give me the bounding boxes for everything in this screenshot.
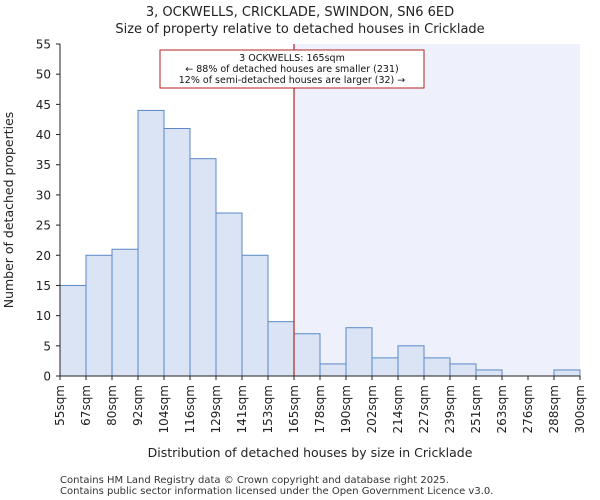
y-tick-label: 30	[36, 188, 51, 202]
bar	[215, 212, 243, 377]
bar	[345, 327, 373, 377]
y-tick-label: 50	[36, 68, 51, 82]
x-tick-label: 300sqm	[573, 385, 587, 433]
bar	[319, 363, 347, 377]
bar	[449, 363, 477, 377]
bar	[267, 321, 295, 377]
x-tick-label: 67sqm	[79, 385, 93, 426]
x-tick-label: 202sqm	[365, 385, 379, 433]
y-tick-label: 10	[36, 309, 51, 323]
x-tick-label: 165sqm	[287, 385, 301, 433]
x-tick-label: 104sqm	[157, 385, 171, 433]
annotation-line-1: 3 OCKWELLS: 165sqm	[239, 53, 345, 64]
y-tick-label: 25	[36, 219, 51, 233]
x-tick-label: 129sqm	[209, 385, 223, 433]
bar	[397, 345, 425, 377]
bar	[371, 357, 399, 377]
x-axis-label: Distribution of detached houses by size …	[148, 445, 473, 460]
x-tick-label: 251sqm	[469, 385, 483, 433]
chart-subtitle: Size of property relative to detached ho…	[115, 22, 484, 37]
y-tick-label: 45	[36, 98, 51, 112]
x-tick-label: 288sqm	[547, 385, 561, 433]
y-tick-label: 15	[36, 279, 51, 293]
x-tick-label: 227sqm	[417, 385, 431, 433]
annotation-line-3: 12% of semi-detached houses are larger (…	[179, 75, 406, 86]
bar	[85, 254, 113, 377]
annotation-line-2: ← 88% of detached houses are smaller (23…	[185, 64, 398, 75]
bar	[423, 357, 451, 377]
y-tick-label: 40	[36, 128, 51, 142]
x-tick-label: 141sqm	[235, 385, 249, 433]
bar	[163, 128, 191, 377]
bar	[137, 109, 165, 377]
y-tick-label: 35	[36, 158, 51, 172]
x-tick-label: 190sqm	[339, 385, 353, 433]
y-tick-label: 20	[36, 249, 51, 263]
x-tick-label: 239sqm	[443, 385, 457, 433]
larger-region-shade	[294, 44, 580, 376]
y-tick-label: 5	[43, 339, 51, 353]
x-tick-label: 178sqm	[313, 385, 327, 433]
bar	[553, 369, 581, 377]
x-tick-label: 276sqm	[521, 385, 535, 433]
x-tick-label: 214sqm	[391, 385, 405, 433]
bar	[241, 254, 269, 377]
x-tick-label: 263sqm	[495, 385, 509, 433]
bar	[111, 248, 139, 377]
x-tick-label: 153sqm	[261, 385, 275, 433]
bar	[475, 369, 503, 377]
annotation-box	[159, 49, 425, 89]
y-tick-label: 0	[43, 370, 51, 384]
x-tick-label: 80sqm	[105, 385, 119, 426]
x-tick-label: 116sqm	[183, 385, 197, 433]
y-tick-label: 55	[36, 38, 51, 52]
bar	[189, 158, 217, 377]
y-axis-label: Number of detached properties	[1, 112, 16, 309]
x-tick-label: 55sqm	[53, 385, 67, 426]
bar	[59, 284, 87, 377]
bar	[293, 333, 321, 377]
footer-line-2: Contains public sector information licen…	[60, 486, 493, 497]
x-tick-label: 92sqm	[131, 385, 145, 426]
footer-line-1: Contains HM Land Registry data © Crown c…	[60, 475, 449, 486]
chart-title: 3, OCKWELLS, CRICKLADE, SWINDON, SN6 6ED	[146, 5, 454, 20]
